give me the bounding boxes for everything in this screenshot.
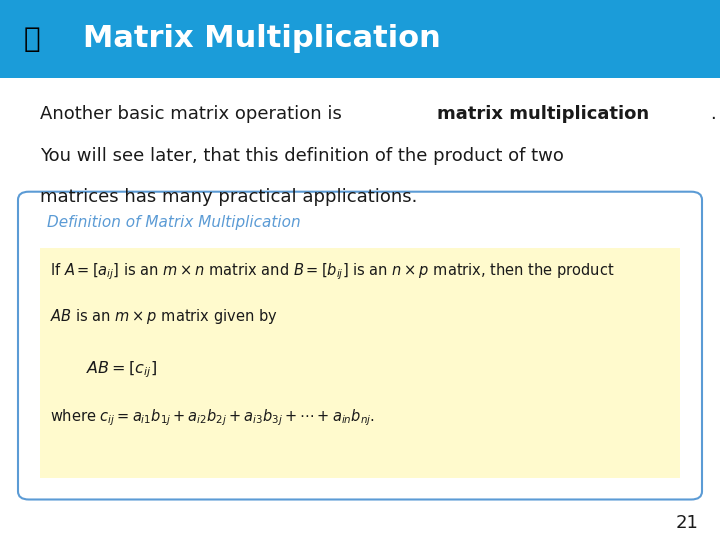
Text: 📚: 📚 <box>24 25 41 53</box>
Text: matrices has many practical applications.: matrices has many practical applications… <box>40 188 417 206</box>
Text: where $c_{ij} = a_{i1}b_{1j} + a_{i2}b_{2j} + a_{i3}b_{3j} + \cdots + a_{in}b_{n: where $c_{ij} = a_{i1}b_{1j} + a_{i2}b_{… <box>50 408 375 428</box>
Text: Matrix Multiplication: Matrix Multiplication <box>83 24 441 53</box>
Text: $AB$ is an $m \times p$ matrix given by: $AB$ is an $m \times p$ matrix given by <box>50 307 278 326</box>
Text: .: . <box>710 105 716 123</box>
FancyBboxPatch shape <box>40 248 680 478</box>
Text: 21: 21 <box>675 514 698 532</box>
Text: Definition of Matrix Multiplication: Definition of Matrix Multiplication <box>47 215 300 230</box>
Text: matrix multiplication: matrix multiplication <box>436 105 649 123</box>
FancyBboxPatch shape <box>18 192 702 500</box>
Text: $AB = [c_{ij}]$: $AB = [c_{ij}]$ <box>86 359 158 380</box>
FancyBboxPatch shape <box>0 0 720 78</box>
Text: If $A = [a_{ij}]$ is an $m \times n$ matrix and $B = [b_{ij}]$ is an $n \times p: If $A = [a_{ij}]$ is an $m \times n$ mat… <box>50 262 615 282</box>
Text: You will see later, that this definition of the product of two: You will see later, that this definition… <box>40 147 564 165</box>
Text: Another basic matrix operation is: Another basic matrix operation is <box>40 105 347 123</box>
